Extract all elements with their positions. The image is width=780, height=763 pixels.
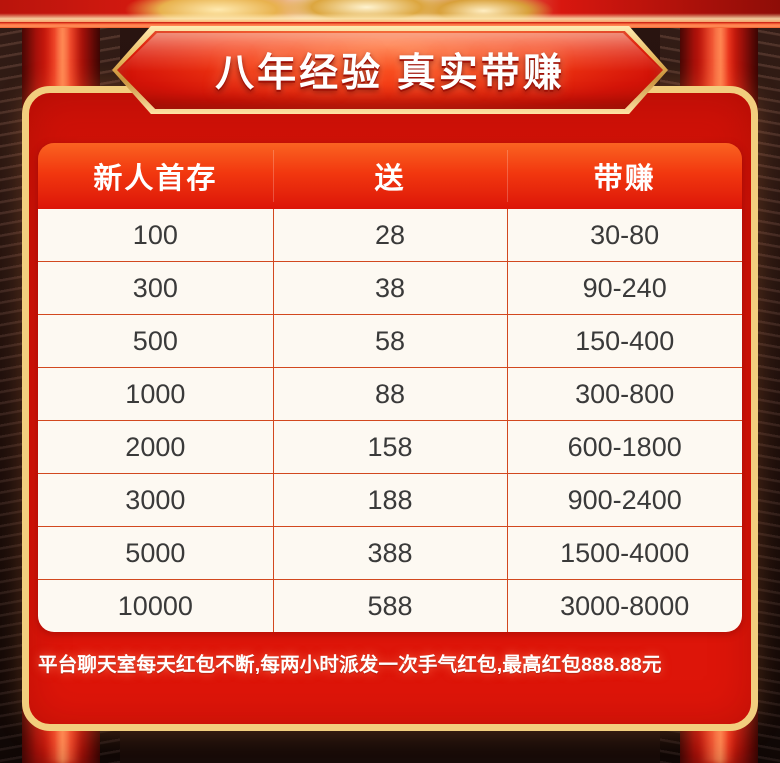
table-body: 100 28 30-80 300 38 90-240 500 58 150-40… — [38, 209, 742, 632]
table-row: 5000 388 1500-4000 — [38, 526, 742, 579]
promo-footer-note: 平台聊天室每天红包不断,每两小时派发一次手气红包,最高红包888.88元 — [38, 654, 662, 676]
cell-earnings: 1500-4000 — [507, 527, 742, 579]
banner-gloss-highlight — [119, 33, 661, 107]
cell-deposit: 300 — [132, 272, 178, 303]
table-header-row: 新人首存 送 带赚 — [38, 143, 742, 209]
cell-bonus: 38 — [272, 262, 508, 314]
cell-earnings: 90-240 — [507, 262, 742, 314]
cell-bonus: 28 — [272, 209, 508, 261]
cell-earnings: 30-80 — [507, 209, 742, 261]
gold-ornament-decoration — [0, 0, 780, 24]
table-header-earnings: 带赚 — [507, 143, 742, 209]
cell-bonus: 588 — [272, 580, 508, 632]
cell-deposit: 5000 — [125, 537, 186, 568]
banner-inner-fill — [117, 31, 663, 109]
cell-deposit: 500 — [132, 325, 178, 356]
cell-bonus: 88 — [272, 368, 508, 420]
banner-title-text: 八年经验 真实带赚 — [215, 52, 565, 95]
table-row: 500 58 150-400 — [38, 314, 742, 367]
cell-bonus: 58 — [272, 315, 508, 367]
table-header-deposit: 新人首存 — [93, 163, 218, 195]
deposit-bonus-table: 新人首存 送 带赚 100 28 30-80 300 38 90-240 500… — [38, 143, 742, 632]
table-row: 300 38 90-240 — [38, 261, 742, 314]
cell-earnings: 900-2400 — [507, 474, 742, 526]
cell-earnings: 3000-8000 — [507, 580, 742, 632]
table-row: 2000 158 600-1800 — [38, 420, 742, 473]
table-row: 3000 188 900-2400 — [38, 473, 742, 526]
cell-earnings: 600-1800 — [507, 421, 742, 473]
table-row: 1000 88 300-800 — [38, 367, 742, 420]
cell-earnings: 150-400 — [507, 315, 742, 367]
cell-deposit: 2000 — [125, 431, 186, 462]
cell-earnings: 300-800 — [507, 368, 742, 420]
cell-bonus: 158 — [272, 421, 508, 473]
table-row: 10000 588 3000-8000 — [38, 579, 742, 632]
cell-deposit: 3000 — [125, 484, 186, 515]
table-row: 100 28 30-80 — [38, 209, 742, 261]
table-header-bonus: 送 — [272, 143, 508, 209]
cell-bonus: 388 — [272, 527, 508, 579]
title-banner: 八年经验 真实带赚 — [112, 26, 668, 114]
cell-bonus: 188 — [272, 474, 508, 526]
cell-deposit: 1000 — [125, 378, 186, 409]
ornament-edge-strip — [0, 22, 780, 28]
cell-deposit: 10000 — [117, 590, 193, 621]
cell-deposit: 100 — [132, 219, 178, 250]
